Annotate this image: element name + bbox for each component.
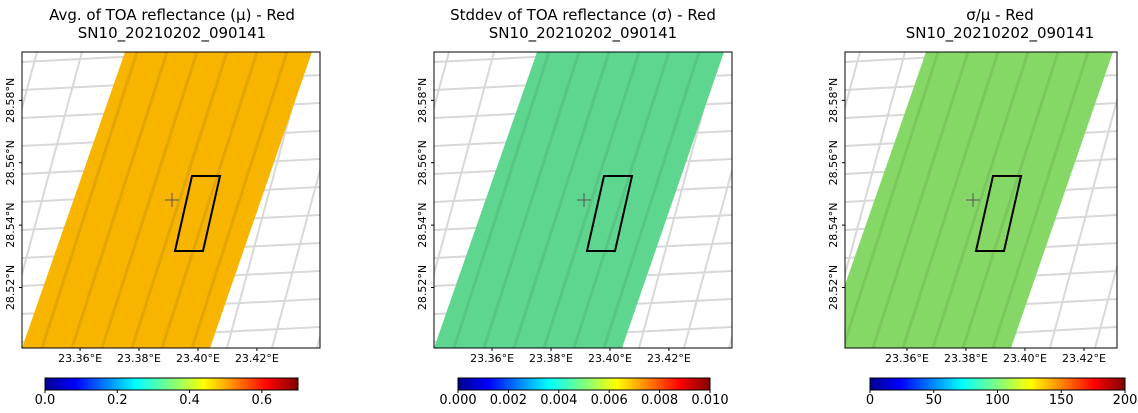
colorbar [457,377,711,391]
y-tick-label: 28.56°N [4,140,17,185]
road [316,333,320,348]
panel-title: σ/μ - Red [966,6,1034,24]
x-tick-label: 23.42°E [647,352,691,365]
x-tick-label: 23.42°E [235,352,279,365]
colorbar-tick-label: 200 [1113,393,1138,408]
panel-title: Avg. of TOA reflectance (μ) - Red [49,6,295,24]
x-tick-label: 23.40°E [588,352,632,365]
colorbar-tick-label: 0.010 [691,393,728,408]
road [434,52,450,112]
x-tick-label: 23.38°E [529,352,573,365]
colorbar-tick-label: 0.2 [107,393,128,408]
swath-texture [602,52,701,348]
y-tick-label: 28.52°N [4,265,17,310]
colorbar [869,377,1126,391]
x-tick-label: 23.36°E [885,352,929,365]
colorbar-tick-label: 0.4 [179,393,200,408]
colorbar-tick-label: 50 [925,393,942,408]
road [324,52,404,348]
swath-texture [901,52,1000,348]
swath-texture [130,52,229,348]
colorbar-tick-label: 0.006 [591,393,628,408]
x-tick-label: 23.40°E [176,352,220,365]
colorbar-tick-label: 0 [866,393,874,408]
swath-texture [70,52,169,348]
swath-texture [871,52,970,348]
y-tick-label: 28.58°N [4,78,17,123]
road [683,166,732,348]
swath-texture [991,52,1090,348]
y-tick-label: 28.56°N [416,140,429,185]
map-frame [433,51,733,349]
swath-texture [542,52,641,348]
road [845,52,861,112]
roi-box [974,175,1023,252]
colorbar-tick-label: 0.6 [252,393,273,408]
y-tick-label: 28.54°N [827,202,840,247]
roi-box [585,175,634,252]
panel-title: Stddev of TOA reflectance (σ) - Red [450,6,716,24]
swath-texture [572,52,671,348]
site-marker [577,193,591,207]
swath-texture [931,52,1030,348]
y-tick-label: 28.52°N [416,265,429,310]
map-area [22,52,442,348]
y-tick-label: 28.54°N [4,202,17,247]
colorbar-tick-label: 0.002 [490,393,527,408]
panel-subtitle: SN10_20210202_090141 [489,24,677,43]
x-tick-label: 23.36°E [58,352,102,365]
road [271,166,320,348]
y-tick-label: 28.54°N [416,202,429,247]
road [774,52,854,348]
x-tick-label: 23.38°E [944,352,988,365]
colorbar-tick-label: 150 [1049,393,1074,408]
colorbar-tick-label: 0.000 [439,393,476,408]
y-tick-label: 28.58°N [416,78,429,123]
x-tick-label: 23.42°E [1062,352,1106,365]
map-area [324,52,854,348]
y-tick-label: 28.58°N [827,78,840,123]
site-marker [966,193,980,207]
x-tick-label: 23.36°E [470,352,514,365]
y-tick-label: 28.56°N [827,140,840,185]
swath-texture [452,52,551,348]
swath-texture [190,52,289,348]
x-tick-label: 23.38°E [117,352,161,365]
colorbar-tick-label: 0.0 [35,393,56,408]
x-tick-label: 23.40°E [1003,352,1047,365]
panel-subtitle: SN10_20210202_090141 [906,24,1094,43]
swath-texture [100,52,199,348]
map-frame [844,51,1118,349]
colorbar-tick-label: 100 [985,393,1010,408]
road [22,52,38,112]
y-tick-label: 28.52°N [827,265,840,310]
road [362,52,442,348]
roi-box [173,175,222,252]
colorbar-tick-label: 0.004 [540,393,577,408]
swath-texture [160,52,259,348]
swath-texture [512,52,611,348]
swath-texture [961,52,1060,348]
colorbar [44,377,299,391]
colorbar-tick-label: 0.008 [641,393,678,408]
road [735,52,815,348]
swath-texture [482,52,581,348]
site-marker [165,193,179,207]
panel-subtitle: SN10_20210202_090141 [78,24,266,43]
swath-texture [845,52,940,347]
map-frame [21,51,321,349]
road [728,333,732,348]
map-area [735,52,1117,348]
swath-texture [40,52,139,348]
